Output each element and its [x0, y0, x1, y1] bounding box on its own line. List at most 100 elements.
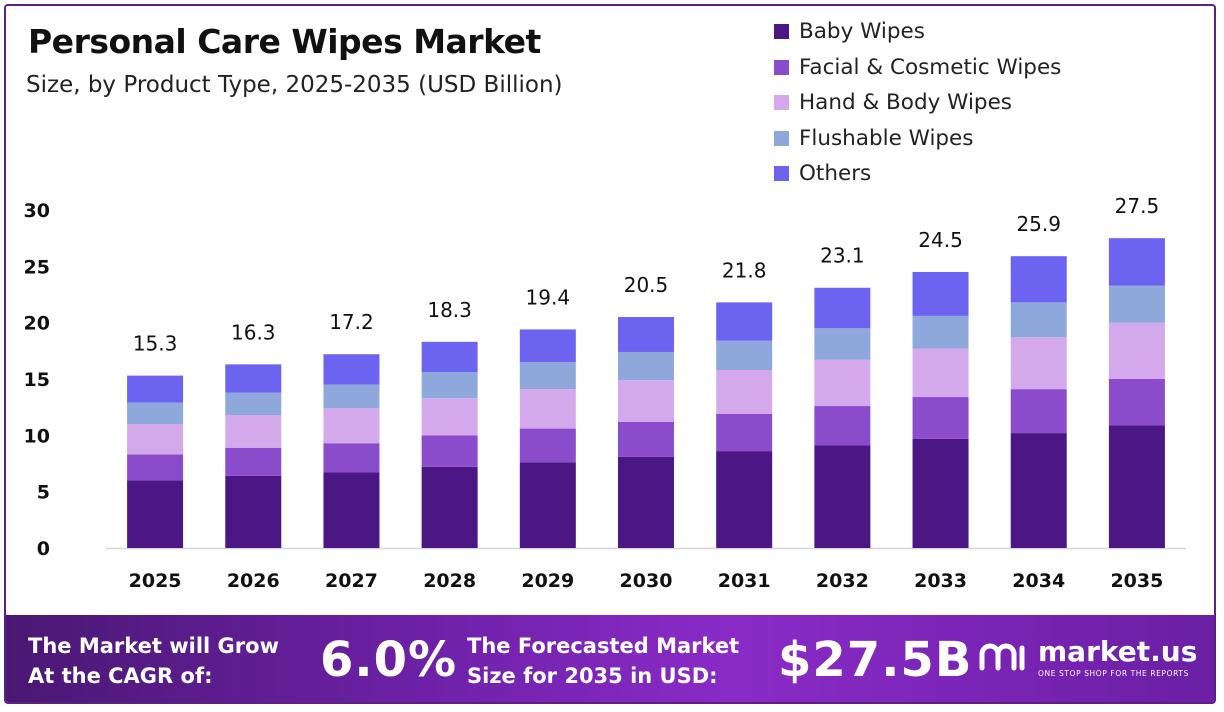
legend-item-others: Others	[774, 156, 1061, 192]
bar-total-label: 24.5	[918, 228, 963, 252]
legend-swatch	[774, 166, 789, 182]
x-tick-label: 2029	[521, 570, 574, 592]
x-tick-label: 2031	[718, 570, 771, 592]
bar-segment-baby-wipes-2031	[716, 451, 773, 548]
bar-segment-others-2034	[1010, 256, 1067, 303]
bar-segment-others-2025	[127, 375, 184, 403]
bar-segment-flushable-wipes-2026	[225, 392, 282, 416]
bar-segment-facial-cosmetic-wipes-2027	[323, 443, 380, 473]
legend-label: Baby Wipes	[799, 19, 925, 45]
bar-segment-others-2033	[912, 271, 969, 316]
chart-frame: Personal Care Wipes Market Size, by Prod…	[4, 4, 1216, 704]
legend-item-baby-wipes: Baby Wipes	[774, 14, 1061, 50]
bar-segment-facial-cosmetic-wipes-2033	[912, 397, 969, 439]
bar-segment-facial-cosmetic-wipes-2030	[618, 421, 674, 457]
x-tick-label: 2033	[914, 570, 967, 592]
bar-segment-others-2030	[618, 317, 674, 352]
forecast-label: The Forecasted Market Size for 2035 in U…	[467, 631, 739, 691]
bar-segment-baby-wipes-2025	[127, 480, 184, 548]
bar-segment-flushable-wipes-2032	[814, 328, 871, 360]
bar-segment-facial-cosmetic-wipes-2025	[127, 454, 184, 481]
bar-segment-others-2035	[1108, 238, 1165, 286]
chart-title: Personal Care Wipes Market	[28, 22, 541, 61]
bar-segment-others-2031	[716, 302, 773, 341]
x-tick-label: 2028	[423, 570, 476, 592]
bar-segment-others-2027	[323, 354, 380, 385]
bar-segment-facial-cosmetic-wipes-2031	[716, 413, 773, 452]
bar-segment-flushable-wipes-2034	[1010, 302, 1067, 338]
bar-segment-baby-wipes-2033	[912, 438, 969, 548]
bar-segment-hand-body-wipes-2035	[1108, 322, 1165, 379]
market-us-logo-icon	[979, 643, 1025, 670]
bar-segment-hand-body-wipes-2030	[618, 380, 674, 422]
bar-segment-hand-body-wipes-2032	[814, 359, 871, 407]
bar-total-label: 19.4	[526, 285, 571, 309]
bar-segment-flushable-wipes-2033	[912, 315, 969, 349]
bar-segment-facial-cosmetic-wipes-2029	[519, 428, 576, 463]
bar-segment-hand-body-wipes-2027	[323, 408, 380, 444]
cagr-label-line2: At the CAGR of:	[28, 664, 213, 688]
legend-item-facial-cosmetic-wipes: Facial & Cosmetic Wipes	[774, 50, 1061, 86]
bar-segment-flushable-wipes-2031	[716, 340, 773, 370]
chart-subtitle: Size, by Product Type, 2025-2035 (USD Bi…	[26, 72, 563, 98]
y-tick-label: 15	[24, 369, 50, 391]
summary-banner: The Market will Grow At the CAGR of: 6.0…	[6, 615, 1214, 702]
bar-segment-baby-wipes-2032	[814, 445, 871, 548]
bar-total-label: 20.5	[624, 273, 669, 297]
stacked-bar-chart: 05101520253015.3202516.3202617.2202718.3…	[24, 194, 1186, 592]
bar-segment-flushable-wipes-2025	[127, 402, 184, 425]
bar-segment-baby-wipes-2034	[1010, 433, 1067, 548]
bar-segment-hand-body-wipes-2029	[519, 389, 576, 429]
brand-name: market.us	[1038, 635, 1198, 668]
bar-total-label: 16.3	[231, 320, 276, 344]
x-tick-label: 2032	[816, 570, 869, 592]
bar-segment-hand-body-wipes-2025	[127, 424, 184, 455]
x-tick-label: 2025	[129, 570, 182, 592]
bar-segment-hand-body-wipes-2028	[421, 398, 478, 436]
legend-swatch	[774, 95, 789, 111]
legend-label: Flushable Wipes	[799, 125, 974, 151]
bar-total-label: 17.2	[329, 310, 374, 334]
bar-segment-flushable-wipes-2035	[1108, 285, 1165, 323]
legend-item-hand-body-wipes: Hand & Body Wipes	[774, 85, 1061, 121]
bar-segment-facial-cosmetic-wipes-2032	[814, 406, 871, 446]
bar-segment-others-2032	[814, 287, 871, 329]
bar-total-label: 18.3	[427, 298, 472, 322]
cagr-value: 6.0%	[320, 632, 458, 688]
x-tick-label: 2026	[227, 570, 280, 592]
cagr-label: The Market will Grow At the CAGR of:	[28, 631, 279, 691]
chart-legend: Baby Wipes Facial & Cosmetic Wipes Hand …	[774, 14, 1061, 192]
legend-swatch	[774, 130, 789, 146]
bar-segment-baby-wipes-2027	[323, 472, 380, 548]
bar-segment-flushable-wipes-2028	[421, 372, 478, 399]
bar-segment-facial-cosmetic-wipes-2026	[225, 447, 282, 476]
brand-tagline: ONE STOP SHOP FOR THE REPORTS	[1038, 669, 1189, 678]
bar-segment-flushable-wipes-2030	[618, 351, 674, 381]
bar-segment-facial-cosmetic-wipes-2034	[1010, 389, 1067, 434]
y-tick-label: 0	[37, 538, 50, 560]
bar-total-label: 25.9	[1016, 212, 1061, 236]
y-tick-label: 20	[24, 313, 50, 335]
y-tick-label: 25	[24, 256, 50, 278]
bar-segment-hand-body-wipes-2033	[912, 348, 969, 398]
legend-label: Facial & Cosmetic Wipes	[799, 54, 1062, 80]
y-tick-label: 10	[24, 425, 50, 447]
bar-segment-flushable-wipes-2027	[323, 384, 380, 409]
bar-segment-baby-wipes-2026	[225, 475, 282, 548]
bar-segment-hand-body-wipes-2031	[716, 369, 773, 414]
legend-swatch	[774, 59, 789, 75]
x-tick-label: 2027	[325, 570, 378, 592]
bar-segment-facial-cosmetic-wipes-2035	[1108, 379, 1165, 426]
bar-total-label: 27.5	[1115, 194, 1160, 218]
x-tick-label: 2034	[1012, 570, 1065, 592]
y-tick-label: 30	[24, 200, 50, 222]
forecast-value: $27.5B	[778, 632, 973, 688]
y-tick-label: 5	[37, 482, 50, 504]
legend-item-flushable-wipes: Flushable Wipes	[774, 121, 1061, 157]
bar-segment-baby-wipes-2029	[519, 462, 576, 548]
bar-total-label: 23.1	[820, 244, 865, 268]
forecast-label-line2: Size for 2035 in USD:	[467, 664, 718, 688]
bar-segment-others-2026	[225, 364, 282, 393]
cagr-label-line1: The Market will Grow	[28, 634, 279, 658]
forecast-label-line1: The Forecasted Market	[467, 634, 740, 658]
